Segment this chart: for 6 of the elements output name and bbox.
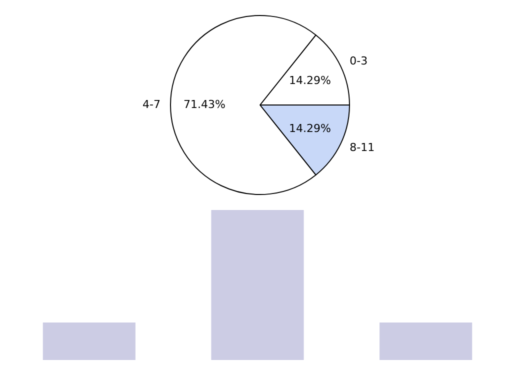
- data-label: 14.29%: [289, 74, 331, 87]
- slice-label: 0-3: [350, 54, 368, 68]
- data-label: 71.43%: [184, 98, 226, 111]
- slice-label: 8-11: [350, 141, 375, 154]
- slice-label: 4-7: [142, 98, 160, 111]
- data-label: 14.29%: [289, 122, 331, 135]
